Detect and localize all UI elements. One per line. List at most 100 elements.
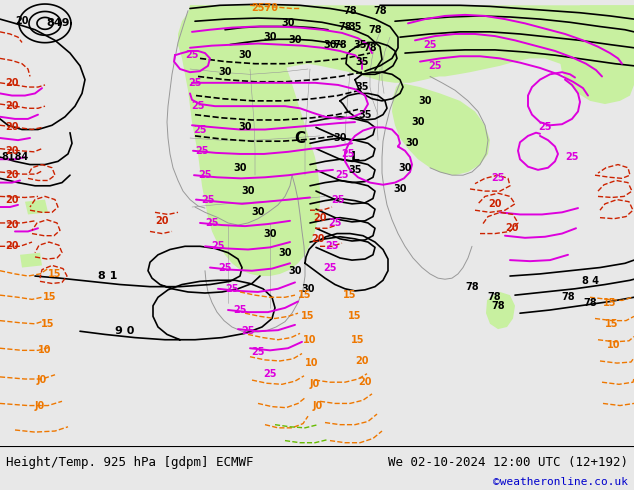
Text: 25: 25 bbox=[323, 263, 337, 272]
Text: 25: 25 bbox=[195, 146, 209, 156]
Text: 20: 20 bbox=[5, 220, 19, 230]
Polygon shape bbox=[560, 5, 634, 104]
Polygon shape bbox=[178, 34, 320, 276]
Text: 15: 15 bbox=[43, 292, 57, 302]
Text: 25: 25 bbox=[538, 122, 552, 132]
Text: 35: 35 bbox=[355, 56, 369, 67]
Text: 15: 15 bbox=[605, 319, 619, 329]
Text: 25: 25 bbox=[185, 50, 198, 60]
Polygon shape bbox=[20, 253, 42, 268]
Text: 30: 30 bbox=[333, 133, 347, 143]
Text: 20: 20 bbox=[358, 377, 372, 387]
Text: 30: 30 bbox=[288, 35, 302, 46]
Text: 20: 20 bbox=[5, 195, 19, 205]
Text: 25: 25 bbox=[191, 101, 205, 111]
Text: 78: 78 bbox=[338, 22, 352, 31]
Text: 30: 30 bbox=[411, 117, 425, 127]
Text: 15: 15 bbox=[298, 290, 312, 300]
Text: 35: 35 bbox=[353, 40, 366, 49]
Text: 8184: 8184 bbox=[1, 152, 29, 162]
Text: L: L bbox=[351, 150, 359, 164]
Text: Height/Temp. 925 hPa [gdpm] ECMWF: Height/Temp. 925 hPa [gdpm] ECMWF bbox=[6, 456, 254, 469]
Text: 25: 25 bbox=[198, 170, 212, 180]
Text: 35: 35 bbox=[348, 165, 362, 175]
Text: 30: 30 bbox=[301, 284, 314, 294]
Text: 2570: 2570 bbox=[252, 3, 278, 14]
Polygon shape bbox=[190, 5, 375, 58]
Text: C: C bbox=[294, 130, 306, 146]
Text: 15: 15 bbox=[41, 319, 55, 329]
Text: 25: 25 bbox=[201, 195, 215, 205]
Text: 30: 30 bbox=[218, 67, 232, 77]
Text: 30: 30 bbox=[238, 50, 252, 60]
Text: 8 4: 8 4 bbox=[581, 276, 598, 286]
Text: 25: 25 bbox=[242, 326, 255, 336]
Text: 15: 15 bbox=[348, 311, 362, 321]
Text: 25: 25 bbox=[218, 263, 232, 272]
Text: 15: 15 bbox=[48, 269, 61, 279]
Text: 35: 35 bbox=[348, 22, 362, 31]
Text: 25: 25 bbox=[225, 284, 239, 294]
Text: 30: 30 bbox=[263, 228, 277, 239]
Text: 10: 10 bbox=[607, 340, 621, 350]
Text: 78: 78 bbox=[561, 292, 575, 302]
Text: 25: 25 bbox=[193, 124, 207, 135]
Text: 10: 10 bbox=[303, 335, 317, 345]
Text: 20: 20 bbox=[313, 213, 327, 222]
Text: J0: J0 bbox=[37, 375, 47, 385]
Text: J0: J0 bbox=[310, 379, 320, 390]
Text: 20: 20 bbox=[5, 170, 19, 180]
Text: 25: 25 bbox=[424, 40, 437, 49]
Text: 30: 30 bbox=[418, 96, 432, 106]
Text: 9 0: 9 0 bbox=[115, 326, 134, 336]
Text: 78: 78 bbox=[368, 24, 382, 35]
Text: 78: 78 bbox=[343, 5, 357, 16]
Text: 25: 25 bbox=[325, 241, 339, 251]
Text: 10: 10 bbox=[305, 358, 319, 368]
Text: 25: 25 bbox=[341, 149, 355, 159]
Text: 25: 25 bbox=[251, 347, 265, 358]
Text: 30: 30 bbox=[405, 138, 418, 148]
Text: 25: 25 bbox=[211, 241, 224, 251]
Text: 30: 30 bbox=[281, 18, 295, 28]
Text: 30: 30 bbox=[238, 122, 252, 132]
Text: 30: 30 bbox=[278, 247, 292, 258]
Text: 10: 10 bbox=[38, 345, 52, 355]
Text: 15: 15 bbox=[343, 290, 357, 300]
Polygon shape bbox=[380, 5, 634, 76]
Text: 20: 20 bbox=[505, 223, 519, 233]
Text: 78: 78 bbox=[465, 282, 479, 292]
Text: 25: 25 bbox=[205, 218, 219, 228]
Text: 25: 25 bbox=[331, 195, 345, 205]
Text: 25: 25 bbox=[566, 152, 579, 162]
Text: 20: 20 bbox=[5, 241, 19, 251]
Text: 78: 78 bbox=[363, 43, 377, 53]
Text: 15: 15 bbox=[603, 297, 617, 308]
Text: 25: 25 bbox=[428, 61, 442, 71]
Text: 20: 20 bbox=[355, 356, 369, 366]
Text: 15: 15 bbox=[351, 335, 365, 345]
Text: 20: 20 bbox=[5, 101, 19, 111]
Text: 25: 25 bbox=[188, 78, 202, 88]
Text: 25: 25 bbox=[263, 368, 277, 379]
Text: 20: 20 bbox=[5, 146, 19, 156]
Text: 35: 35 bbox=[358, 110, 372, 120]
Text: 78: 78 bbox=[373, 5, 387, 16]
Text: 78: 78 bbox=[583, 297, 597, 308]
Polygon shape bbox=[178, 5, 460, 83]
Text: 30: 30 bbox=[263, 32, 277, 42]
Polygon shape bbox=[392, 83, 490, 175]
Text: 849: 849 bbox=[46, 18, 70, 28]
Text: 20: 20 bbox=[155, 216, 169, 226]
Text: 25: 25 bbox=[328, 218, 342, 228]
Text: 30: 30 bbox=[233, 163, 247, 173]
Text: ©weatheronline.co.uk: ©weatheronline.co.uk bbox=[493, 477, 628, 487]
Text: 25: 25 bbox=[335, 170, 349, 180]
Text: 20: 20 bbox=[5, 122, 19, 132]
Text: 30: 30 bbox=[323, 40, 337, 49]
Text: 20: 20 bbox=[488, 199, 501, 209]
Text: 20: 20 bbox=[15, 16, 29, 26]
Text: 20: 20 bbox=[311, 234, 325, 244]
Text: J0: J0 bbox=[313, 400, 323, 411]
Text: 78: 78 bbox=[487, 292, 501, 302]
